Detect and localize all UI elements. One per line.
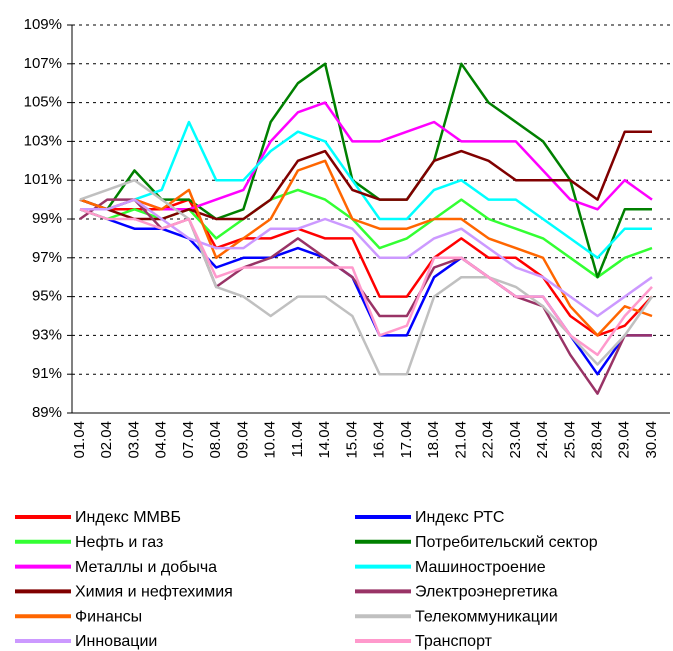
y-tick-label: 105% [24, 94, 62, 111]
x-tick-label: 23.04 [507, 421, 524, 459]
series-line [79, 62, 652, 279]
legend-label: Потребительский сектор [415, 534, 598, 551]
legend-label: Металлы и добыча [75, 559, 217, 576]
series-line [80, 198, 653, 318]
x-tick-label: 28.04 [588, 421, 605, 459]
x-tick-label: 22.04 [480, 421, 497, 459]
legend-label: Индекс ММВБ [75, 509, 181, 526]
series-line [79, 159, 653, 337]
y-tick-label: 99% [32, 210, 62, 227]
x-tick-label: 17.04 [398, 421, 415, 459]
legend-label: Электроэнергетика [415, 584, 558, 601]
legend-label: Транспорт [415, 633, 493, 650]
legend-label: Инновации [75, 633, 157, 650]
x-tick-label: 01.04 [71, 421, 88, 459]
x-tick-label: 14.04 [316, 421, 333, 459]
x-tick-label: 09.04 [234, 421, 251, 459]
x-tick-label: 25.04 [561, 421, 578, 459]
x-tick-label: 29.04 [616, 421, 633, 459]
legend-label: Нефть и газ [75, 534, 163, 551]
x-tick-label: 07.04 [180, 421, 197, 459]
series-line [79, 101, 653, 211]
x-tick-label: 03.04 [125, 421, 142, 459]
series-line [79, 208, 653, 357]
y-tick-label: 101% [24, 171, 62, 188]
series-line [79, 198, 653, 337]
legend-label: Машиностроение [415, 559, 546, 576]
y-tick-label: 107% [24, 55, 62, 72]
y-tick-label: 89% [32, 404, 62, 421]
y-tick-label: 109% [24, 16, 62, 33]
y-tick-label: 93% [32, 326, 62, 343]
y-tick-label: 91% [32, 365, 62, 382]
y-tick-label: 95% [32, 288, 62, 305]
legend-label: Финансы [75, 608, 142, 625]
x-tick-label: 10.04 [262, 421, 279, 459]
x-tick-label: 11.04 [289, 421, 306, 457]
x-tick-label: 18.04 [425, 421, 442, 459]
x-tick-label: 15.04 [343, 421, 360, 459]
x-tick-label: 21.04 [452, 421, 469, 459]
x-tick-label: 08.04 [207, 421, 224, 459]
y-tick-label: 97% [32, 249, 62, 266]
x-tick-label: 02.04 [98, 421, 115, 459]
series-line [79, 130, 652, 221]
series-line [79, 120, 652, 260]
legend-label: Телекоммуникации [415, 608, 558, 625]
x-tick-label: 04.04 [153, 421, 170, 459]
series-line [79, 178, 654, 376]
legend-label: Индекс РТС [415, 509, 504, 526]
y-tick-label: 103% [24, 132, 62, 149]
x-tick-label: 16.04 [371, 421, 388, 459]
legend-label: Химия и нефтехимия [75, 584, 233, 601]
x-tick-label: 24.04 [534, 421, 551, 459]
x-tick-label: 30.04 [643, 421, 660, 459]
